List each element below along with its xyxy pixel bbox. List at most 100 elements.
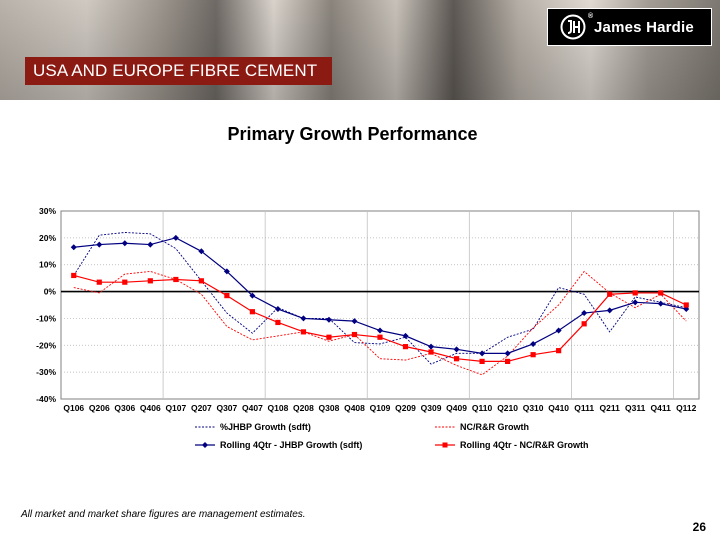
y-tick-label: -10% <box>36 313 56 323</box>
x-tick-label: Q309 <box>421 403 442 413</box>
x-tick-label: Q110 <box>472 403 493 413</box>
point-diamond <box>683 306 690 313</box>
point-square <box>505 358 511 364</box>
point-diamond <box>96 241 103 248</box>
point-square <box>402 344 409 350</box>
point-square <box>479 358 485 364</box>
point-diamond <box>632 299 639 306</box>
legend-label-0: %JHBP Growth (sdft) <box>220 422 311 432</box>
y-tick-label: 10% <box>39 260 56 270</box>
point-square <box>300 329 307 335</box>
point-diamond <box>402 332 409 339</box>
x-tick-label: Q409 <box>446 403 467 413</box>
point-diamond <box>657 300 664 307</box>
y-tick-label: 20% <box>39 233 56 243</box>
point-square <box>530 352 536 358</box>
point-diamond <box>249 292 256 299</box>
point-diamond <box>504 350 511 357</box>
x-tick-label: Q112 <box>676 403 697 413</box>
x-tick-label: Q211 <box>600 403 621 413</box>
x-tick-label: Q106 <box>63 403 84 413</box>
point-diamond <box>172 234 179 241</box>
point-square <box>453 356 460 362</box>
x-tick-label: Q408 <box>344 403 365 413</box>
brand-logo: ® James Hardie <box>547 8 712 46</box>
x-tick-label: Q411 <box>651 403 672 413</box>
x-tick-label: Q311 <box>625 403 646 413</box>
x-tick-label: Q410 <box>548 403 569 413</box>
page-number: 26 <box>692 520 706 534</box>
point-square <box>249 309 255 315</box>
y-tick-label: -30% <box>36 367 56 377</box>
footnote: All market and market share figures are … <box>21 509 306 520</box>
point-square <box>632 290 638 296</box>
point-square <box>71 272 77 279</box>
legend-label-1: NC/R&R Growth <box>460 422 529 432</box>
x-tick-label: Q107 <box>165 403 186 413</box>
x-tick-label: Q109 <box>370 403 391 413</box>
series-line-0 <box>73 232 687 365</box>
point-square <box>351 331 358 338</box>
line-chart: 30% 20% 10% 0% -10% -20% -30% -40% Q106 Q206 Q306 Q… <box>36 206 700 450</box>
x-tick-label: Q209 <box>395 403 416 413</box>
y-tick-label: -20% <box>36 340 56 350</box>
point-diamond <box>198 248 205 255</box>
point-square <box>607 291 613 297</box>
point-square <box>658 290 664 296</box>
x-tick-label: Q208 <box>293 403 314 413</box>
point-square <box>326 334 332 340</box>
point-square <box>275 319 281 326</box>
x-tick-label: Q308 <box>319 403 340 413</box>
x-tick-label: Q207 <box>191 403 212 413</box>
point-diamond <box>428 343 435 350</box>
point-square <box>224 293 230 299</box>
point-square <box>377 334 383 340</box>
point-diamond <box>479 350 486 357</box>
point-square <box>581 321 587 327</box>
legend-label-2: Rolling 4Qtr - JHBP Growth (sdft) <box>220 440 362 450</box>
point-square <box>198 278 204 284</box>
x-tick-label: Q307 <box>216 403 237 413</box>
point-diamond <box>530 340 537 347</box>
plot-area <box>60 210 700 400</box>
point-square <box>556 348 562 354</box>
x-tick-label: Q111 <box>574 403 594 413</box>
point-diamond <box>300 315 307 322</box>
chart-title: Primary Growth Performance <box>227 124 478 144</box>
x-tick-label: Q310 <box>523 403 544 413</box>
point-diamond <box>555 327 562 334</box>
point-diamond <box>223 268 230 275</box>
point-square <box>122 279 128 285</box>
point-diamond <box>70 244 77 251</box>
section-title: USA AND EUROPE FIBRE CEMENT <box>25 57 332 85</box>
point-square <box>428 349 434 355</box>
y-tick-label: 0% <box>44 287 57 297</box>
point-diamond <box>453 346 460 353</box>
point-square <box>147 278 153 284</box>
y-tick-label: -40% <box>36 394 56 404</box>
x-tick-label: Q108 <box>268 403 289 413</box>
x-tick-label: Q306 <box>114 403 135 413</box>
x-tick-label: Q206 <box>89 403 110 413</box>
x-tick-label: Q406 <box>140 403 161 413</box>
point-diamond <box>147 241 154 248</box>
legend-label-3: Rolling 4Qtr - NC/R&R Growth <box>460 440 589 450</box>
brand-name-text: James Hardie <box>594 18 694 36</box>
brand-name: ® James Hardie <box>588 13 694 36</box>
point-diamond <box>581 310 588 317</box>
point-diamond <box>351 318 358 325</box>
point-diamond <box>377 327 383 334</box>
point-diamond <box>606 307 613 314</box>
y-tick-label: 30% <box>39 206 56 216</box>
point-diamond <box>274 306 281 313</box>
legend-marker-square <box>442 442 448 448</box>
point-square <box>173 276 179 283</box>
point-diamond <box>325 316 332 323</box>
jh-logo-icon <box>560 14 586 40</box>
x-tick-label: Q407 <box>242 403 263 413</box>
registered-mark: ® <box>588 12 594 20</box>
legend-marker-diamond <box>202 442 208 448</box>
x-tick-label: Q210 <box>497 403 518 413</box>
point-square <box>683 302 689 308</box>
point-diamond <box>121 240 128 247</box>
